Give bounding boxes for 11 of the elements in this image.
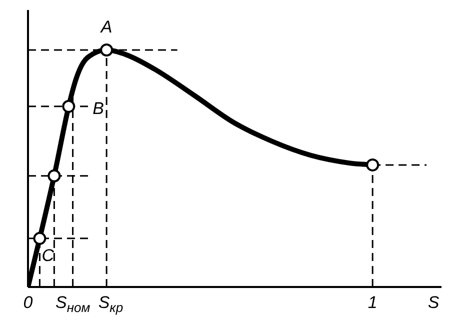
x-tick-label: 0	[23, 293, 34, 312]
point	[100, 44, 114, 56]
annotation: C	[42, 246, 55, 266]
x-tick-label: 1	[368, 293, 378, 312]
annotation: A	[100, 18, 112, 37]
x-axis-title: S	[428, 293, 440, 312]
point	[62, 100, 76, 113]
point	[366, 158, 380, 172]
annotation: B	[92, 99, 104, 118]
point	[33, 232, 46, 245]
point	[48, 169, 61, 182]
